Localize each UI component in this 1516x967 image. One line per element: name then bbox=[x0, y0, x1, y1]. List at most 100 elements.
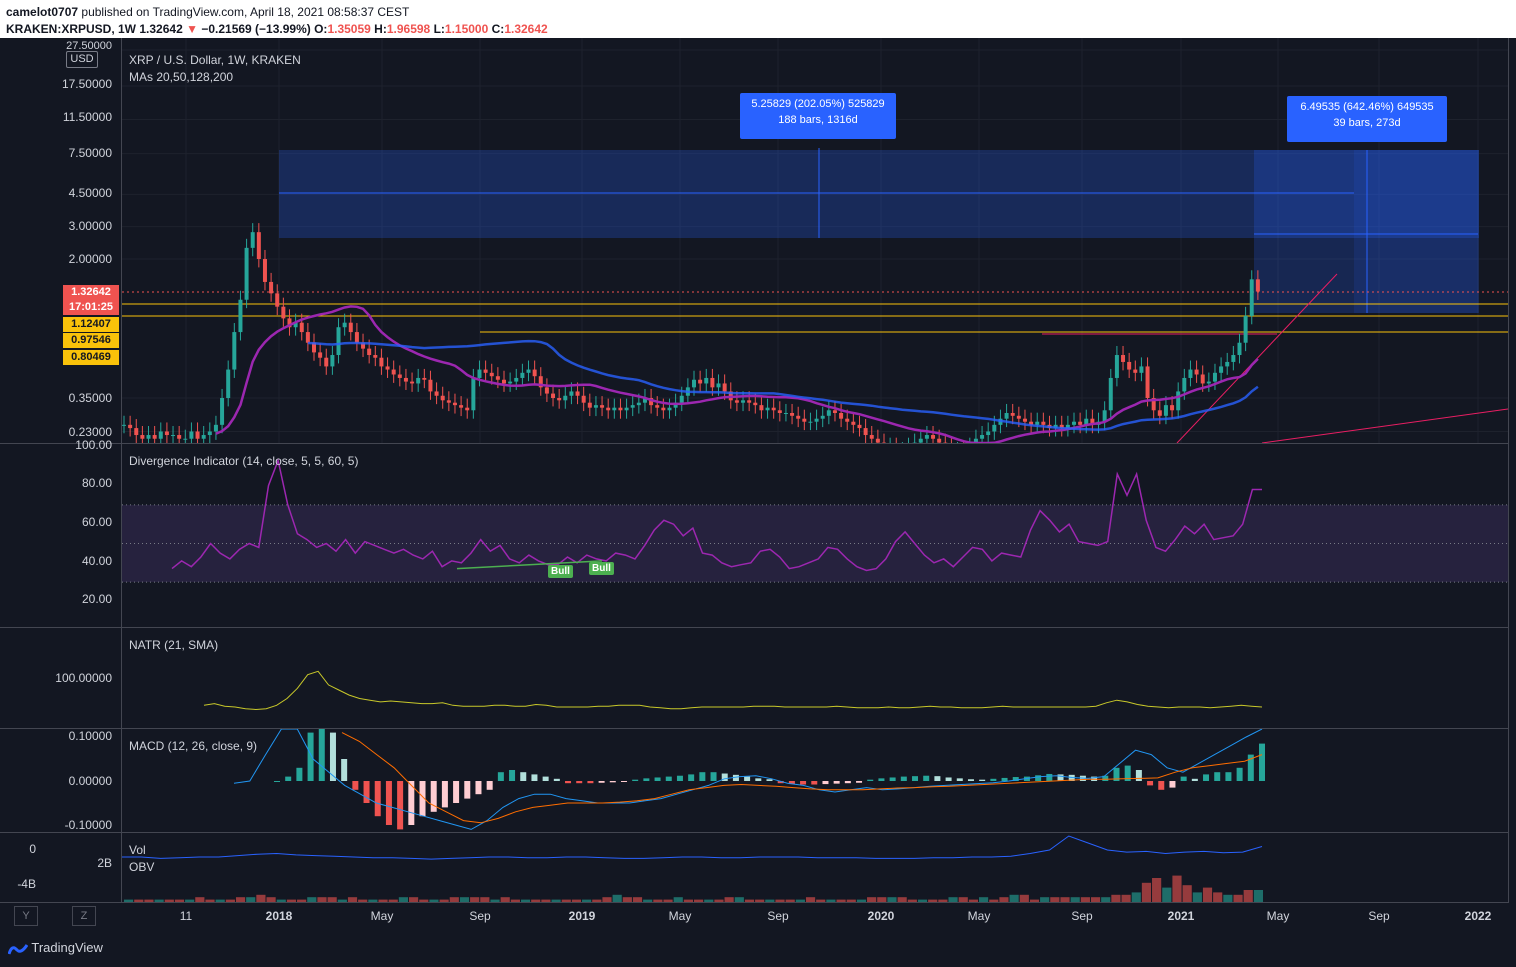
volume-bar bbox=[683, 899, 693, 902]
zoom-button[interactable]: Z bbox=[72, 906, 96, 926]
candle-body bbox=[741, 400, 746, 403]
time-axis-label: 2020 bbox=[867, 909, 895, 923]
candle-body bbox=[538, 376, 543, 388]
natr-axis[interactable]: 100.00000 bbox=[0, 628, 122, 728]
candle-body bbox=[1145, 366, 1150, 398]
macd-histogram-bar bbox=[923, 775, 930, 781]
time-axis-label: 11 bbox=[179, 909, 193, 923]
candle-body bbox=[526, 369, 531, 373]
candle-body bbox=[403, 377, 408, 382]
volume-bar bbox=[439, 899, 449, 902]
ma-50-line bbox=[307, 339, 1259, 431]
candle-body bbox=[1127, 361, 1132, 370]
tradingview-label: TradingView bbox=[31, 940, 103, 955]
price-axis-label: 17.50000 bbox=[61, 77, 112, 91]
candle-body bbox=[851, 421, 856, 425]
time-axis-label: Sep bbox=[767, 909, 789, 923]
macd-histogram-bar bbox=[1035, 775, 1042, 781]
divergence-axis-label: 80.00 bbox=[81, 476, 112, 490]
candle-body bbox=[410, 381, 415, 384]
volume-bar bbox=[174, 899, 185, 902]
obv-legend: OBV bbox=[129, 860, 155, 874]
candle-body bbox=[802, 418, 807, 422]
macd-chart[interactable] bbox=[122, 729, 1508, 832]
divergence-chart[interactable] bbox=[122, 444, 1508, 627]
macd-histogram-bar bbox=[643, 778, 650, 781]
candle-body bbox=[336, 327, 341, 356]
candle-body bbox=[183, 438, 188, 440]
measure-label[interactable]: 6.49535 (642.46%) 649535 39 bars, 273d bbox=[1287, 96, 1447, 142]
macd-histogram-bar bbox=[464, 781, 471, 799]
macd-histogram-bar bbox=[788, 781, 795, 785]
tradingview-logo[interactable]: TradingView bbox=[7, 940, 103, 956]
publish-line: camelot0707 published on TradingView.com… bbox=[6, 5, 409, 19]
chart-header: camelot0707 published on TradingView.com… bbox=[0, 0, 1516, 38]
candle-body bbox=[152, 435, 157, 439]
open-label: O: bbox=[314, 22, 328, 36]
candle-body bbox=[1090, 418, 1095, 425]
macd-histogram-bar bbox=[397, 781, 404, 830]
volume-bar bbox=[225, 899, 235, 902]
candle-body bbox=[1133, 369, 1138, 373]
log-scale-button[interactable]: Y bbox=[14, 906, 38, 926]
macd-axis[interactable]: 0.10000 0.00000 -0.10000 bbox=[0, 729, 122, 832]
macd-histogram-bar bbox=[1214, 772, 1221, 781]
measure-line: 188 bars, 1316d bbox=[778, 114, 858, 126]
author-name[interactable]: camelot0707 bbox=[6, 5, 79, 19]
candle-body bbox=[434, 391, 439, 396]
candle-body bbox=[600, 405, 605, 408]
natr-chart[interactable] bbox=[122, 628, 1508, 728]
volume-bar bbox=[826, 899, 836, 902]
candle-body bbox=[299, 322, 304, 333]
symbol-label[interactable]: KRAKEN:XRPUSD, 1W bbox=[6, 22, 137, 36]
candle-body bbox=[269, 281, 274, 294]
macd-histogram-bar bbox=[1135, 770, 1142, 781]
candle-body bbox=[1078, 421, 1083, 425]
price-axis-label: 11.50000 bbox=[62, 110, 112, 124]
macd-histogram-bar bbox=[732, 774, 739, 781]
candle-body bbox=[226, 369, 231, 398]
candle-body bbox=[483, 369, 488, 373]
macd-axis-label: 0.10000 bbox=[68, 729, 112, 743]
publish-info: published on TradingView.com, April 18, … bbox=[81, 5, 410, 19]
macd-histogram-bar bbox=[934, 776, 941, 781]
candle-body bbox=[1231, 355, 1236, 362]
candle-body bbox=[569, 391, 574, 396]
candle-body bbox=[808, 421, 813, 423]
divergence-axis[interactable]: 100.00 80.00 60.00 40.00 20.00 bbox=[0, 438, 122, 627]
candle-body bbox=[1072, 421, 1076, 425]
candle-body bbox=[1004, 412, 1009, 419]
candle-body bbox=[606, 407, 611, 411]
candle-body bbox=[679, 395, 684, 403]
candle-body bbox=[508, 381, 513, 384]
currency-label[interactable]: USD bbox=[66, 51, 98, 68]
volume-axis[interactable]: 0 2B -4B bbox=[0, 833, 122, 902]
volume-bar bbox=[612, 894, 622, 902]
candle-body bbox=[342, 322, 347, 328]
volume-bar bbox=[398, 897, 408, 902]
candle-body bbox=[1212, 372, 1217, 382]
pane-separator[interactable] bbox=[0, 443, 1509, 444]
pane-separator[interactable] bbox=[0, 627, 1509, 628]
volume-bar bbox=[999, 897, 1009, 902]
candle-body bbox=[642, 398, 647, 403]
measure-label[interactable]: 5.25829 (202.05%) 525829 188 bars, 1316d bbox=[740, 93, 896, 139]
candle-body bbox=[593, 405, 598, 408]
level-tag: 0.80469 bbox=[63, 350, 119, 365]
volume-chart[interactable] bbox=[122, 833, 1508, 902]
candle-body bbox=[134, 428, 139, 436]
volume-bar bbox=[785, 899, 795, 902]
macd-histogram-bar bbox=[441, 781, 448, 808]
pane-separator[interactable] bbox=[0, 832, 1509, 833]
bull-divergence-label: Bull bbox=[589, 562, 614, 575]
macd-histogram-bar bbox=[1057, 774, 1064, 781]
ohlc-line: KRAKEN:XRPUSD, 1W 1.32642 ▼ −0.21569 (−1… bbox=[6, 22, 548, 36]
macd-histogram-bar bbox=[318, 729, 325, 781]
volume-bar bbox=[134, 899, 144, 902]
candle-body bbox=[826, 410, 831, 416]
volume-bar bbox=[124, 899, 134, 902]
pane-separator[interactable] bbox=[0, 728, 1509, 729]
price-axis[interactable]: 27.50000 USD 17.50000 11.50000 7.50000 4… bbox=[0, 38, 122, 443]
measure-line: 39 bars, 273d bbox=[1333, 117, 1401, 129]
footer bbox=[0, 932, 1516, 967]
